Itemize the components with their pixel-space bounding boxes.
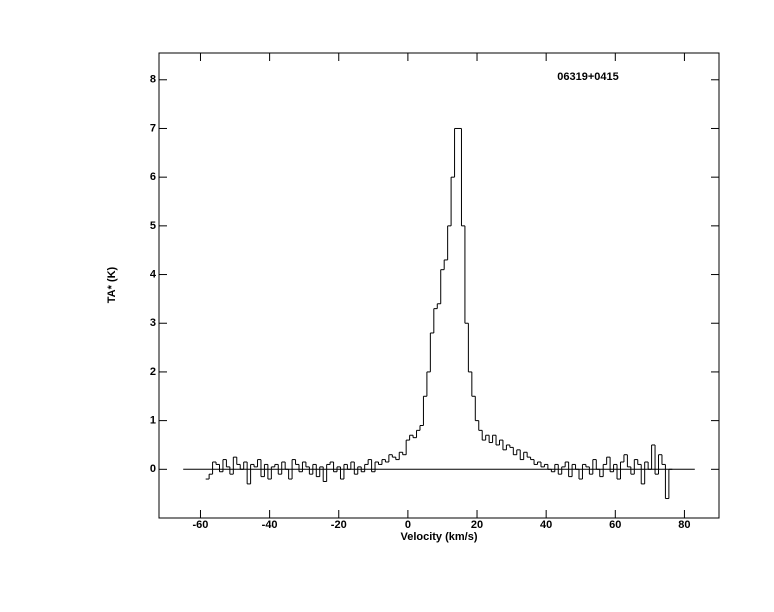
x-tick-label: 80 xyxy=(678,519,690,531)
y-tick-label: 1 xyxy=(150,415,156,427)
x-tick-label: 40 xyxy=(540,519,552,531)
y-tick-label: 8 xyxy=(150,74,156,86)
x-tick-label: 0 xyxy=(405,519,411,531)
y-axis-label: TA* (K) xyxy=(106,266,118,303)
x-tick-label: -60 xyxy=(193,519,209,531)
chart-title: 06319+0415 xyxy=(557,71,618,83)
y-tick-label: 5 xyxy=(150,220,156,232)
x-tick-label: -20 xyxy=(331,519,347,531)
plot-frame xyxy=(158,52,720,519)
y-tick-label: 4 xyxy=(150,268,157,280)
y-tick-label: 2 xyxy=(150,366,156,378)
x-tick-label: 60 xyxy=(609,519,621,531)
y-tick-label: 6 xyxy=(150,171,156,183)
x-tick-label: -40 xyxy=(262,519,278,531)
y-tick-label: 3 xyxy=(150,317,156,329)
x-axis-label: Velocity (km/s) xyxy=(400,531,477,543)
y-tick-label: 7 xyxy=(150,122,156,134)
step-riser xyxy=(208,128,670,499)
y-tick-label: 0 xyxy=(150,463,156,475)
x-tick-label: 20 xyxy=(471,519,483,531)
